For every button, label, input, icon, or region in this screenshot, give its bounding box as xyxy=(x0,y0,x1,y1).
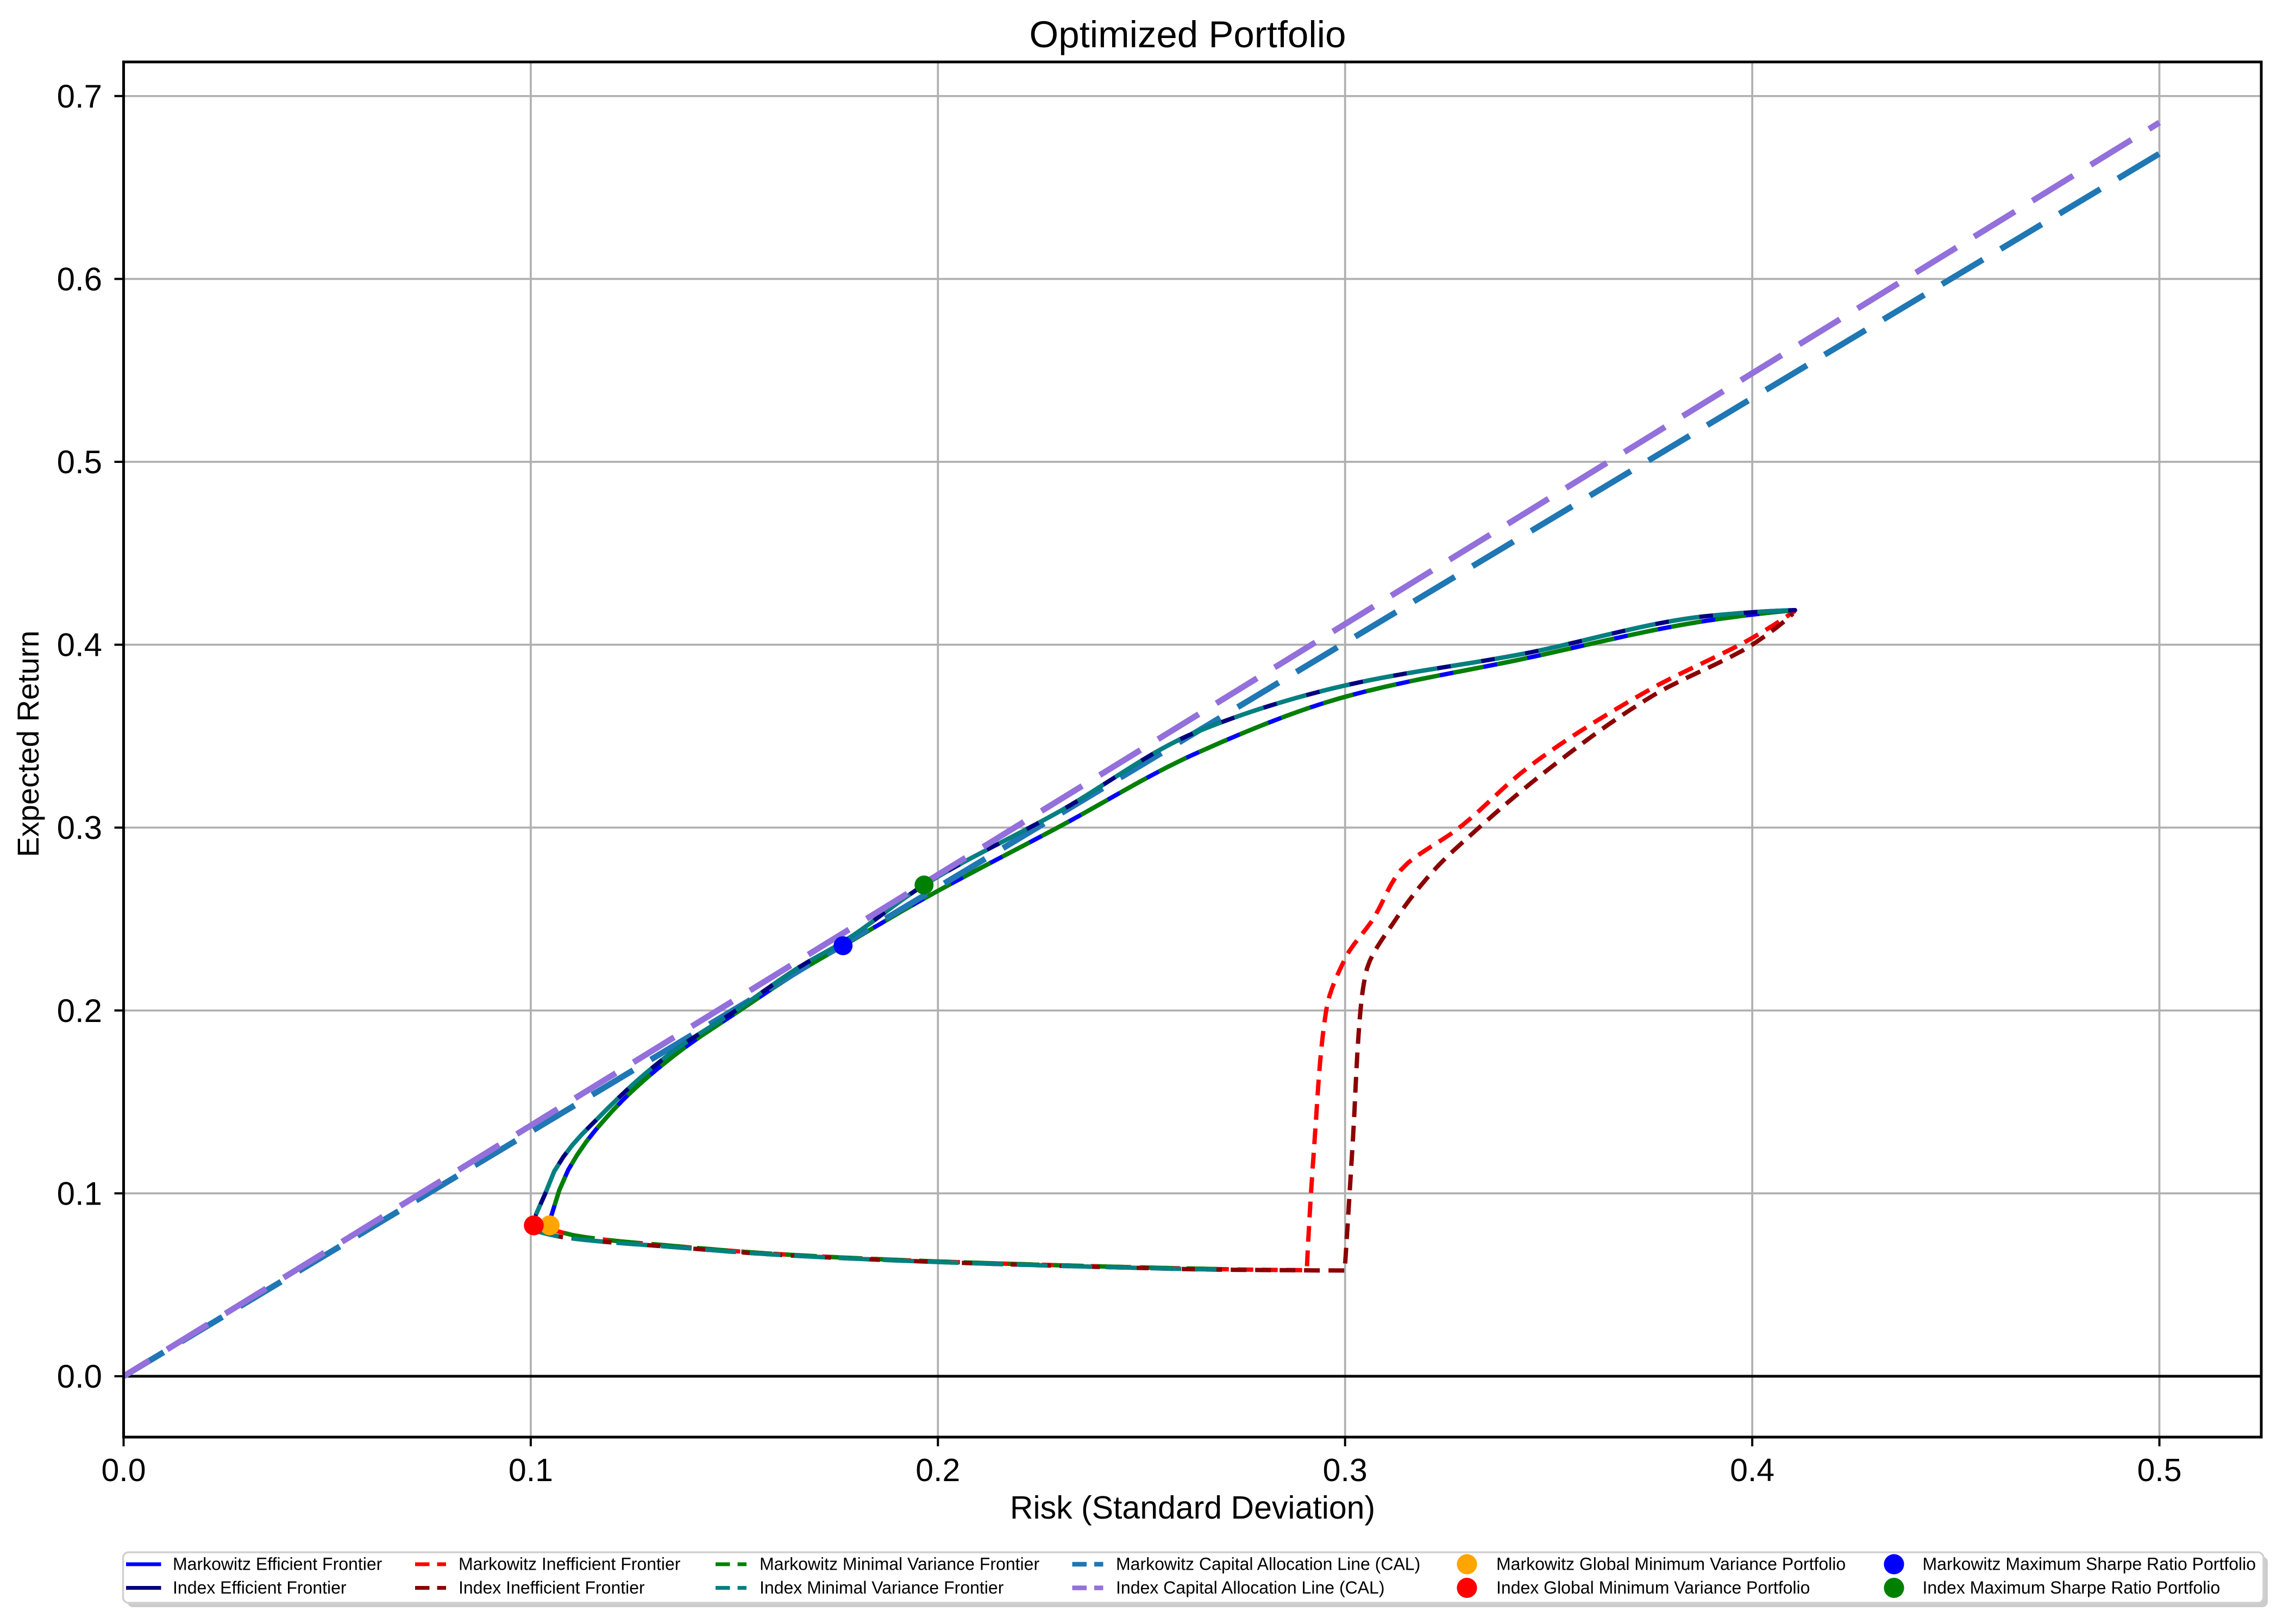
svg-text:Markowitz Inefficient Frontier: Markowitz Inefficient Frontier xyxy=(459,1554,681,1574)
svg-text:0.0: 0.0 xyxy=(101,1452,146,1488)
svg-text:Index Maximum Sharpe Ratio Por: Index Maximum Sharpe Ratio Portfolio xyxy=(1923,1578,2221,1597)
svg-text:Optimized Portfolio: Optimized Portfolio xyxy=(1030,14,1346,55)
svg-text:0.5: 0.5 xyxy=(2137,1452,2181,1488)
svg-text:0.2: 0.2 xyxy=(915,1452,960,1488)
svg-text:Risk (Standard Deviation): Risk (Standard Deviation) xyxy=(1010,1490,1375,1526)
svg-text:0.6: 0.6 xyxy=(57,261,102,297)
svg-text:Index Minimal Variance Frontie: Index Minimal Variance Frontier xyxy=(760,1578,1004,1597)
svg-text:Index Efficient Frontier: Index Efficient Frontier xyxy=(173,1578,347,1597)
svg-text:Index Inefficient Frontier: Index Inefficient Frontier xyxy=(459,1578,645,1597)
svg-text:0.2: 0.2 xyxy=(57,993,102,1029)
svg-text:Index Global Minimum Variance: Index Global Minimum Variance Portfolio xyxy=(1496,1578,1810,1597)
svg-text:0.0: 0.0 xyxy=(57,1358,102,1395)
svg-text:0.5: 0.5 xyxy=(57,444,102,480)
svg-text:0.3: 0.3 xyxy=(57,810,102,846)
svg-text:Markowitz Efficient Frontier: Markowitz Efficient Frontier xyxy=(173,1554,382,1574)
svg-text:Markowitz Maximum Sharpe Ratio: Markowitz Maximum Sharpe Ratio Portfolio xyxy=(1923,1554,2256,1574)
svg-text:Index Capital Allocation Line: Index Capital Allocation Line (CAL) xyxy=(1116,1578,1385,1597)
svg-text:0.7: 0.7 xyxy=(57,78,102,115)
svg-text:0.4: 0.4 xyxy=(57,627,102,663)
svg-text:Markowitz Minimal Variance Fro: Markowitz Minimal Variance Frontier xyxy=(760,1554,1039,1574)
svg-text:0.4: 0.4 xyxy=(1730,1452,1774,1488)
svg-text:Markowitz Global Minimum Varia: Markowitz Global Minimum Variance Portfo… xyxy=(1496,1554,1846,1574)
svg-text:0.1: 0.1 xyxy=(57,1175,102,1212)
svg-text:Expected Return: Expected Return xyxy=(11,630,45,857)
svg-text:0.3: 0.3 xyxy=(1323,1452,1368,1488)
svg-text:0.1: 0.1 xyxy=(509,1452,553,1488)
svg-text:Markowitz Capital Allocation L: Markowitz Capital Allocation Line (CAL) xyxy=(1116,1554,1420,1574)
